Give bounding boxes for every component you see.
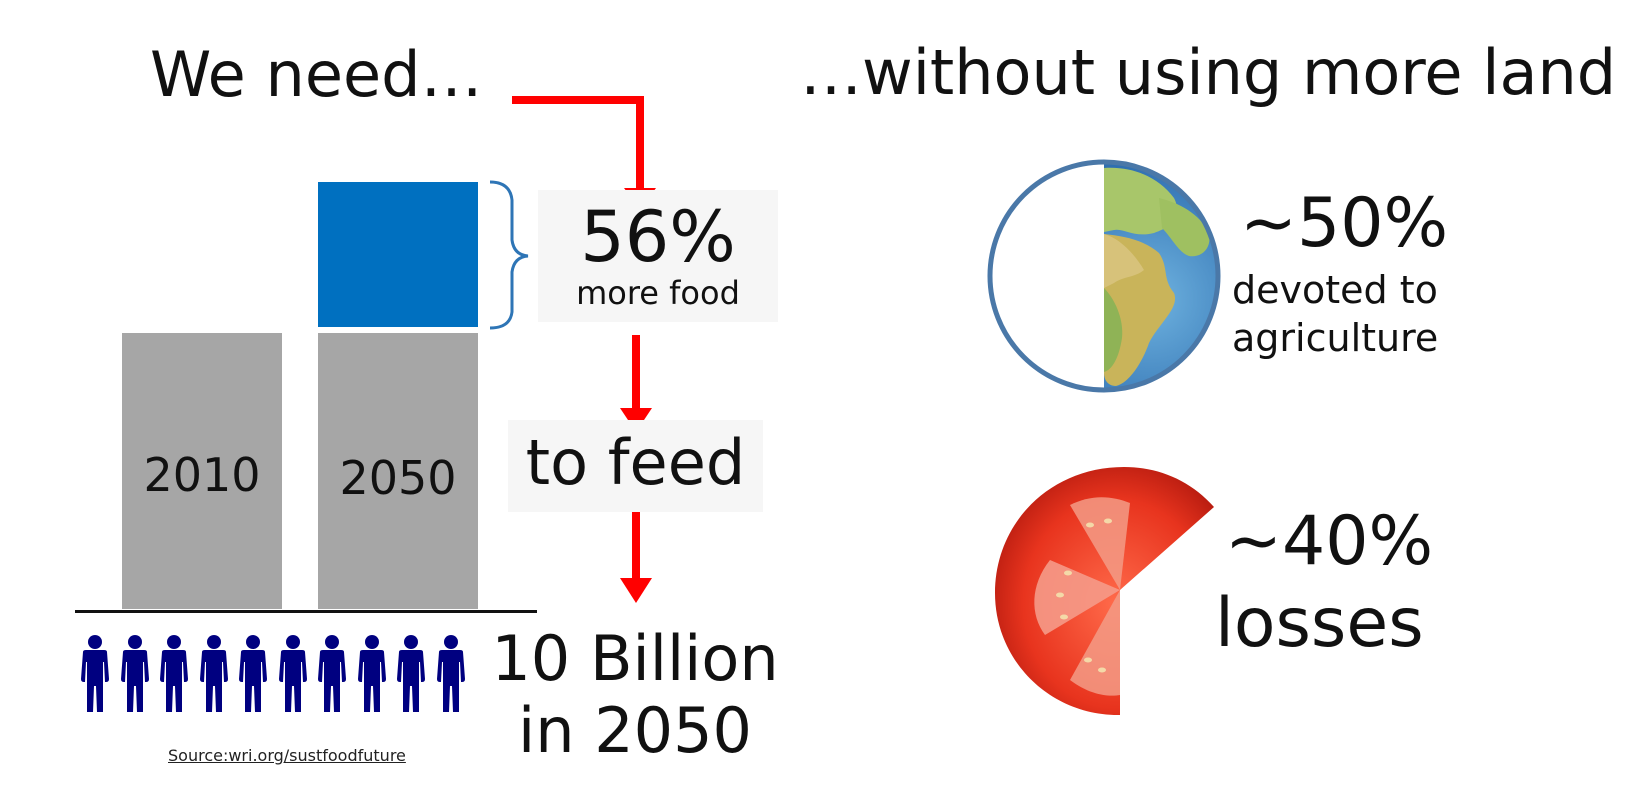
population-line2: in 2050 <box>517 694 752 767</box>
person-icon <box>357 635 386 712</box>
land-caption-line2: agriculture <box>1232 316 1439 360</box>
land-value: ~50% <box>1240 184 1449 263</box>
arrow-we-need-to-food <box>512 96 644 190</box>
person-icon <box>81 635 109 712</box>
population-line1: 10 Billion <box>491 622 779 695</box>
tomato-slice-icon <box>995 467 1214 715</box>
bar-2010: 2010 <box>122 333 282 609</box>
loss-caption: losses <box>1215 584 1424 663</box>
bar-2050-label: 2050 <box>339 451 457 505</box>
left-title: We need… <box>150 38 483 111</box>
person-icon <box>436 635 465 712</box>
increase-caption: more food <box>576 274 740 312</box>
person-icon <box>199 635 228 712</box>
person-icon <box>318 635 346 712</box>
increase-box: 56% more food <box>538 190 778 322</box>
right-title: …without using more land <box>800 36 1617 109</box>
person-icon <box>120 635 149 712</box>
to-feed-box: to feed <box>508 420 763 512</box>
person-icon <box>160 635 188 712</box>
bar-2050: 2050 <box>318 333 478 609</box>
bar-2050-increase <box>318 182 478 327</box>
baseline <box>75 610 537 613</box>
bracket-icon <box>489 180 529 330</box>
bar-2010-label: 2010 <box>143 448 261 502</box>
to-feed-label: to feed <box>525 426 746 499</box>
globe-half-icon <box>987 159 1221 393</box>
person-icon <box>239 635 267 712</box>
person-icon <box>397 635 425 712</box>
land-caption-line1: devoted to <box>1232 268 1438 312</box>
loss-value: ~40% <box>1225 502 1434 581</box>
increase-value: 56% <box>580 196 736 278</box>
arrow-head-3 <box>620 578 652 603</box>
person-icon <box>278 635 307 712</box>
people-row <box>78 634 478 716</box>
source-link[interactable]: Source:wri.org/sustfoodfuture <box>168 746 406 765</box>
